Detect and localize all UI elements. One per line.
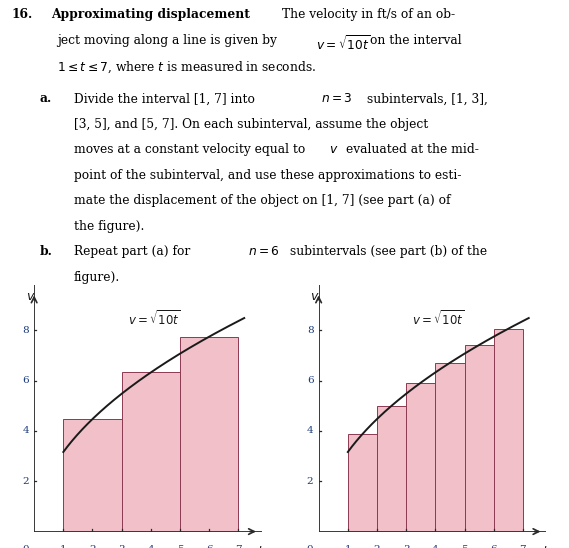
- Bar: [435, 363, 464, 532]
- Text: 7: 7: [235, 545, 242, 548]
- Bar: [122, 373, 180, 532]
- Text: $v = \sqrt{10t}$: $v = \sqrt{10t}$: [316, 34, 370, 53]
- Bar: [464, 345, 494, 532]
- Text: 3: 3: [118, 545, 125, 548]
- Text: 6: 6: [22, 376, 29, 385]
- Text: $v$: $v$: [310, 289, 320, 302]
- Text: Repeat part (a) for: Repeat part (a) for: [74, 245, 190, 258]
- Text: Divide the interval [1, 7] into: Divide the interval [1, 7] into: [74, 92, 255, 105]
- Bar: [377, 406, 406, 532]
- Text: [3, 5], and [5, 7]. On each subinterval, assume the object: [3, 5], and [5, 7]. On each subinterval,…: [74, 118, 428, 131]
- Text: 4: 4: [147, 545, 154, 548]
- Text: 7: 7: [519, 545, 526, 548]
- Text: 0: 0: [307, 545, 314, 548]
- Text: $t$: $t$: [257, 545, 265, 548]
- Text: b.: b.: [40, 245, 53, 258]
- Text: 2: 2: [89, 545, 96, 548]
- Text: subintervals, [1, 3],: subintervals, [1, 3],: [367, 92, 488, 105]
- Text: 6: 6: [206, 545, 213, 548]
- Text: moves at a constant velocity equal to: moves at a constant velocity equal to: [74, 143, 305, 156]
- Text: 1: 1: [60, 545, 67, 548]
- Text: $v$: $v$: [26, 289, 35, 302]
- Text: the figure).: the figure).: [74, 220, 145, 233]
- Text: $n = 6$: $n = 6$: [248, 245, 279, 258]
- Text: $v$: $v$: [329, 143, 339, 156]
- Text: 0: 0: [22, 545, 29, 548]
- Text: 2: 2: [22, 477, 29, 486]
- Text: 8: 8: [307, 326, 314, 335]
- Bar: [348, 434, 377, 532]
- Text: on the interval: on the interval: [370, 34, 461, 47]
- Text: ject moving along a line is given by: ject moving along a line is given by: [57, 34, 277, 47]
- Text: Approximating displacement: Approximating displacement: [51, 8, 250, 21]
- Text: $1 \leq t \leq 7$, where $t$ is measured in seconds.: $1 \leq t \leq 7$, where $t$ is measured…: [57, 59, 316, 75]
- Text: The velocity in ft/s of an ob-: The velocity in ft/s of an ob-: [282, 8, 455, 21]
- Text: 5: 5: [177, 545, 183, 548]
- Bar: [494, 329, 523, 532]
- Text: figure).: figure).: [74, 271, 120, 284]
- Text: mate the displacement of the object on [1, 7] (see part (a) of: mate the displacement of the object on […: [74, 194, 451, 207]
- Text: subintervals (see part (b) of the: subintervals (see part (b) of the: [290, 245, 487, 258]
- Text: 1: 1: [344, 545, 351, 548]
- Text: 4: 4: [307, 426, 314, 436]
- Text: 6: 6: [307, 376, 314, 385]
- Text: $n = 3$: $n = 3$: [321, 92, 353, 105]
- Bar: [406, 383, 435, 532]
- Text: 16.: 16.: [11, 8, 32, 21]
- Text: 2: 2: [307, 477, 314, 486]
- Text: 2: 2: [374, 545, 380, 548]
- Text: 3: 3: [403, 545, 410, 548]
- Text: 5: 5: [461, 545, 468, 548]
- Text: a.: a.: [40, 92, 52, 105]
- Text: 6: 6: [490, 545, 497, 548]
- Bar: [180, 336, 238, 532]
- Text: 4: 4: [432, 545, 439, 548]
- Text: 8: 8: [22, 326, 29, 335]
- Bar: [63, 419, 122, 532]
- Text: $v = \sqrt{10t}$: $v = \sqrt{10t}$: [127, 309, 180, 328]
- Text: $t$: $t$: [542, 545, 549, 548]
- Text: $v = \sqrt{10t}$: $v = \sqrt{10t}$: [412, 309, 465, 328]
- Text: 4: 4: [22, 426, 29, 436]
- Text: point of the subinterval, and use these approximations to esti-: point of the subinterval, and use these …: [74, 169, 461, 182]
- Text: evaluated at the mid-: evaluated at the mid-: [346, 143, 479, 156]
